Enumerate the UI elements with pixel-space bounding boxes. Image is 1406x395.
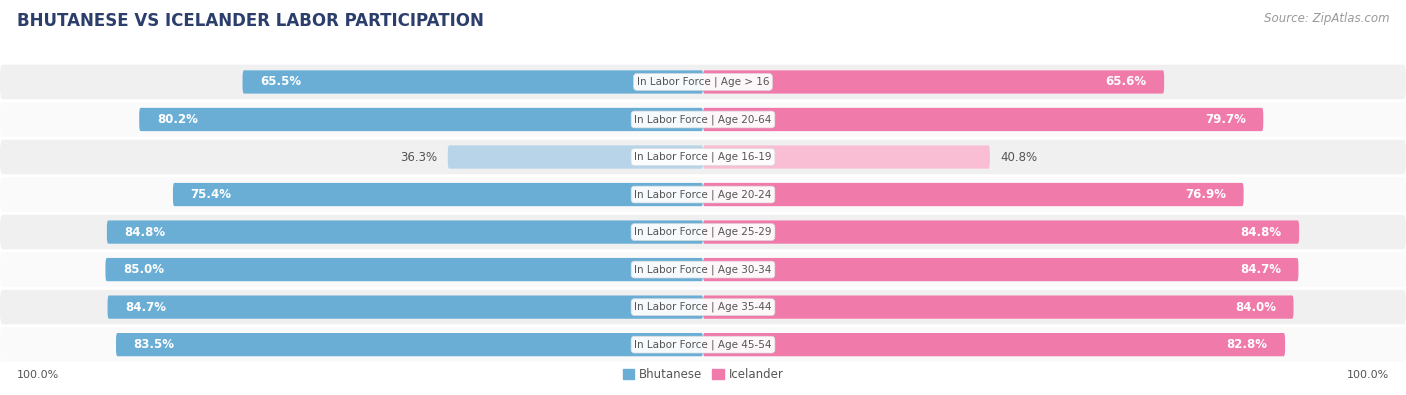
FancyBboxPatch shape bbox=[703, 145, 990, 169]
Text: 100.0%: 100.0% bbox=[1347, 370, 1389, 380]
FancyBboxPatch shape bbox=[449, 145, 703, 169]
Text: 65.5%: 65.5% bbox=[260, 75, 301, 88]
FancyBboxPatch shape bbox=[0, 290, 1406, 324]
Text: 79.7%: 79.7% bbox=[1205, 113, 1246, 126]
Text: BHUTANESE VS ICELANDER LABOR PARTICIPATION: BHUTANESE VS ICELANDER LABOR PARTICIPATI… bbox=[17, 12, 484, 30]
Text: 75.4%: 75.4% bbox=[190, 188, 232, 201]
FancyBboxPatch shape bbox=[115, 333, 703, 356]
Text: In Labor Force | Age 45-54: In Labor Force | Age 45-54 bbox=[634, 339, 772, 350]
Text: 84.8%: 84.8% bbox=[125, 226, 166, 239]
Text: In Labor Force | Age 30-34: In Labor Force | Age 30-34 bbox=[634, 264, 772, 275]
FancyBboxPatch shape bbox=[139, 108, 703, 131]
FancyBboxPatch shape bbox=[0, 177, 1406, 212]
FancyBboxPatch shape bbox=[0, 65, 1406, 99]
FancyBboxPatch shape bbox=[105, 258, 703, 281]
Text: 84.7%: 84.7% bbox=[125, 301, 166, 314]
FancyBboxPatch shape bbox=[0, 140, 1406, 174]
FancyBboxPatch shape bbox=[703, 295, 1294, 319]
Text: 40.8%: 40.8% bbox=[1001, 150, 1038, 164]
Text: 84.7%: 84.7% bbox=[1240, 263, 1281, 276]
FancyBboxPatch shape bbox=[107, 220, 703, 244]
FancyBboxPatch shape bbox=[0, 215, 1406, 249]
Text: 80.2%: 80.2% bbox=[156, 113, 198, 126]
Text: 85.0%: 85.0% bbox=[124, 263, 165, 276]
Text: In Labor Force | Age 25-29: In Labor Force | Age 25-29 bbox=[634, 227, 772, 237]
FancyBboxPatch shape bbox=[0, 252, 1406, 287]
Text: 82.8%: 82.8% bbox=[1226, 338, 1268, 351]
Text: 83.5%: 83.5% bbox=[134, 338, 174, 351]
Text: In Labor Force | Age 35-44: In Labor Force | Age 35-44 bbox=[634, 302, 772, 312]
Text: 84.0%: 84.0% bbox=[1234, 301, 1277, 314]
FancyBboxPatch shape bbox=[0, 102, 1406, 137]
FancyBboxPatch shape bbox=[703, 258, 1299, 281]
Text: Source: ZipAtlas.com: Source: ZipAtlas.com bbox=[1264, 12, 1389, 25]
Text: In Labor Force | Age > 16: In Labor Force | Age > 16 bbox=[637, 77, 769, 87]
Text: In Labor Force | Age 16-19: In Labor Force | Age 16-19 bbox=[634, 152, 772, 162]
FancyBboxPatch shape bbox=[703, 70, 1164, 94]
Text: 36.3%: 36.3% bbox=[401, 150, 437, 164]
Text: 100.0%: 100.0% bbox=[17, 370, 59, 380]
FancyBboxPatch shape bbox=[0, 327, 1406, 362]
Text: 76.9%: 76.9% bbox=[1185, 188, 1226, 201]
FancyBboxPatch shape bbox=[243, 70, 703, 94]
FancyBboxPatch shape bbox=[703, 220, 1299, 244]
Text: 65.6%: 65.6% bbox=[1105, 75, 1147, 88]
FancyBboxPatch shape bbox=[703, 183, 1244, 206]
FancyBboxPatch shape bbox=[173, 183, 703, 206]
Legend: Bhutanese, Icelander: Bhutanese, Icelander bbox=[623, 368, 783, 381]
FancyBboxPatch shape bbox=[107, 295, 703, 319]
FancyBboxPatch shape bbox=[703, 108, 1263, 131]
FancyBboxPatch shape bbox=[703, 333, 1285, 356]
Text: In Labor Force | Age 20-64: In Labor Force | Age 20-64 bbox=[634, 114, 772, 125]
Text: 84.8%: 84.8% bbox=[1240, 226, 1282, 239]
Text: In Labor Force | Age 20-24: In Labor Force | Age 20-24 bbox=[634, 189, 772, 200]
